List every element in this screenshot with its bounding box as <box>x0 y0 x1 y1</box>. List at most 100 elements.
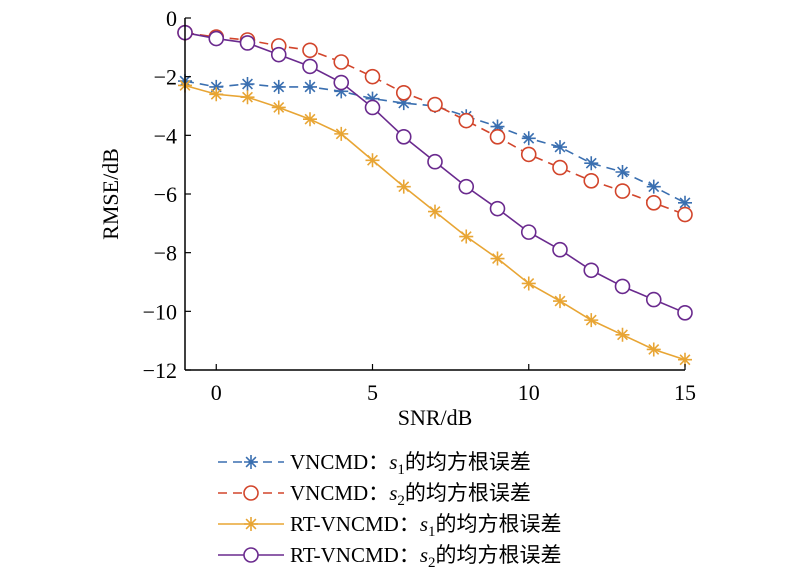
legend-item: RT-VNCMD：s2的均方根误差 <box>218 543 562 571</box>
legend-marker <box>244 517 258 531</box>
data-point <box>396 96 411 111</box>
data-point <box>427 96 443 113</box>
data-point <box>333 74 350 91</box>
x-tick-label: 10 <box>518 380 540 405</box>
data-point <box>458 112 475 129</box>
data-point <box>645 195 662 211</box>
data-point <box>552 159 568 176</box>
data-point <box>521 131 536 146</box>
data-point <box>489 129 506 145</box>
data-point <box>553 140 567 155</box>
data-point <box>395 85 412 101</box>
data-point <box>303 79 317 94</box>
y-tick-label: −2 <box>154 65 177 90</box>
data-point <box>334 84 349 99</box>
data-point <box>677 206 693 223</box>
legend-label-var: s <box>389 481 397 505</box>
x-ticks: 0 5 10 15 <box>211 364 696 405</box>
series-2 <box>177 24 693 223</box>
data-point <box>583 173 600 189</box>
legend-item: VNCMD：s1的均方根误差 <box>218 450 531 478</box>
legend-label-var: s <box>420 543 428 567</box>
y-tick-label: −12 <box>143 358 177 383</box>
data-point <box>396 179 411 194</box>
legend-label-prefix: VNCMD： <box>290 481 389 505</box>
data-point <box>645 291 662 308</box>
legend-label-prefix: RT-VNCMD： <box>290 543 420 567</box>
legend-label-suffix: 的均方根误差 <box>405 481 531 505</box>
y-ticks: 0 −2 −4 −6 −8 −10 −12 <box>143 6 191 383</box>
x-tick-label: 0 <box>211 380 222 405</box>
legend-label-prefix: RT-VNCMD： <box>290 512 420 536</box>
data-point <box>584 156 599 171</box>
legend-marker <box>243 485 259 501</box>
y-tick-label: 0 <box>166 6 177 31</box>
data-point <box>270 46 287 63</box>
data-point <box>614 278 631 295</box>
data-point <box>458 178 475 195</box>
legend-label: RT-VNCMD：s1的均方根误差 <box>290 512 562 540</box>
data-point <box>678 352 692 367</box>
data-point <box>646 342 661 357</box>
series-line <box>184 84 686 361</box>
data-point <box>646 179 661 194</box>
data-point <box>427 153 443 170</box>
data-point <box>240 77 255 91</box>
data-point <box>302 58 318 75</box>
legend-label: VNCMD：s1的均方根误差 <box>290 450 531 478</box>
data-point <box>364 99 381 116</box>
data-point <box>615 327 630 342</box>
series-4 <box>177 24 693 321</box>
series-3 <box>178 78 692 367</box>
data-point <box>208 30 225 47</box>
x-tick-label: 15 <box>674 380 696 405</box>
data-point <box>209 79 224 94</box>
legend-label: RT-VNCMD：s2的均方根误差 <box>290 543 562 571</box>
y-tick-label: −4 <box>154 123 177 148</box>
data-point <box>490 119 505 134</box>
data-point <box>365 153 380 168</box>
data-point <box>271 79 286 94</box>
data-point <box>552 241 568 258</box>
data-point <box>395 129 412 145</box>
legend-label-subscript: 1 <box>397 462 405 478</box>
data-point <box>521 276 536 291</box>
series-line <box>184 31 686 216</box>
data-point <box>677 304 693 321</box>
legend-label-var: s <box>420 512 428 536</box>
y-tick-label: −10 <box>143 299 177 324</box>
data-point <box>615 165 630 179</box>
data-point <box>489 200 506 217</box>
legend-label-subscript: 2 <box>397 493 405 509</box>
data-point <box>428 204 442 219</box>
data-point <box>520 146 537 163</box>
legend-label-suffix: 的均方根误差 <box>436 512 562 536</box>
series-line <box>184 31 686 314</box>
data-point <box>614 183 631 199</box>
legend-item: RT-VNCMD：s1的均方根误差 <box>218 512 562 540</box>
legend-marker <box>243 547 259 563</box>
plot-area <box>177 24 693 367</box>
data-point <box>459 229 474 244</box>
data-point <box>333 54 350 70</box>
legend: VNCMD：s1的均方根误差VNCMD：s2的均方根误差RT-VNCMD：s1的… <box>218 450 562 571</box>
legend-item: VNCMD：s2的均方根误差 <box>218 481 531 509</box>
data-point <box>584 313 599 328</box>
data-point <box>209 87 224 102</box>
legend-label: VNCMD：s2的均方根误差 <box>290 481 531 509</box>
data-point <box>583 262 600 279</box>
x-axis-label: SNR/dB <box>398 405 473 430</box>
data-point <box>303 112 317 127</box>
data-point <box>678 195 692 210</box>
legend-label-subscript: 1 <box>428 524 436 540</box>
y-tick-label: −6 <box>154 182 177 207</box>
data-point <box>490 251 505 266</box>
legend-label-suffix: 的均方根误差 <box>405 450 531 474</box>
x-tick-label: 5 <box>367 380 378 405</box>
legend-label-suffix: 的均方根误差 <box>436 543 562 567</box>
legend-marker <box>244 455 258 469</box>
data-point <box>239 35 256 51</box>
data-point <box>520 224 537 240</box>
data-point <box>334 126 349 141</box>
